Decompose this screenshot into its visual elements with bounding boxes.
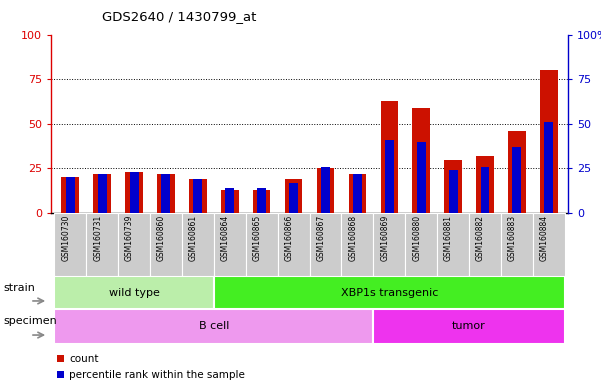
- Bar: [246, 213, 278, 276]
- Text: percentile rank within the sample: percentile rank within the sample: [69, 370, 245, 380]
- Bar: [373, 309, 565, 344]
- Bar: [540, 70, 558, 213]
- Bar: [150, 213, 182, 276]
- Bar: [416, 142, 426, 213]
- Bar: [501, 213, 533, 276]
- Bar: [125, 172, 143, 213]
- Bar: [317, 169, 334, 213]
- Bar: [321, 167, 330, 213]
- Text: GSM160864: GSM160864: [221, 215, 230, 261]
- Bar: [380, 101, 398, 213]
- Bar: [93, 174, 111, 213]
- Text: GDS2640 / 1430799_at: GDS2640 / 1430799_at: [102, 10, 257, 23]
- Text: count: count: [69, 354, 99, 364]
- Text: GSM160884: GSM160884: [540, 215, 549, 261]
- Text: GSM160865: GSM160865: [252, 215, 261, 261]
- Text: GSM160880: GSM160880: [412, 215, 421, 261]
- Bar: [448, 170, 457, 213]
- Text: XBP1s transgenic: XBP1s transgenic: [341, 288, 438, 298]
- Bar: [373, 213, 405, 276]
- Bar: [214, 276, 565, 309]
- Text: GSM160881: GSM160881: [444, 215, 453, 261]
- Bar: [481, 167, 489, 213]
- Text: GSM160869: GSM160869: [380, 215, 389, 261]
- Bar: [253, 190, 270, 213]
- Bar: [189, 179, 207, 213]
- Text: GSM160868: GSM160868: [349, 215, 358, 261]
- Bar: [61, 177, 79, 213]
- Text: GSM160739: GSM160739: [125, 215, 134, 262]
- Text: GSM160731: GSM160731: [93, 215, 102, 261]
- Bar: [257, 188, 266, 213]
- Text: strain: strain: [3, 283, 35, 293]
- Text: GSM160883: GSM160883: [508, 215, 517, 261]
- Bar: [54, 309, 373, 344]
- Bar: [341, 213, 373, 276]
- Bar: [157, 174, 175, 213]
- Bar: [289, 183, 298, 213]
- Bar: [182, 213, 214, 276]
- Bar: [278, 213, 310, 276]
- Text: specimen: specimen: [3, 316, 56, 326]
- Text: wild type: wild type: [109, 288, 159, 298]
- Bar: [285, 179, 302, 213]
- Bar: [98, 174, 106, 213]
- Bar: [54, 213, 86, 276]
- Text: GSM160867: GSM160867: [317, 215, 326, 261]
- Bar: [513, 147, 521, 213]
- Bar: [130, 172, 138, 213]
- Text: GSM160882: GSM160882: [476, 215, 485, 261]
- Bar: [118, 213, 150, 276]
- Bar: [221, 190, 239, 213]
- Bar: [476, 156, 494, 213]
- Bar: [86, 213, 118, 276]
- Text: B cell: B cell: [198, 321, 229, 331]
- Bar: [349, 174, 366, 213]
- Bar: [444, 160, 462, 213]
- Bar: [214, 213, 246, 276]
- Bar: [437, 213, 469, 276]
- Text: GSM160860: GSM160860: [157, 215, 166, 261]
- Bar: [310, 213, 341, 276]
- Bar: [533, 213, 565, 276]
- Bar: [194, 179, 203, 213]
- Bar: [66, 177, 75, 213]
- Bar: [469, 213, 501, 276]
- Text: GSM160866: GSM160866: [284, 215, 293, 261]
- Bar: [412, 108, 430, 213]
- Text: tumor: tumor: [452, 321, 486, 331]
- Bar: [508, 131, 526, 213]
- Bar: [405, 213, 437, 276]
- Bar: [545, 122, 554, 213]
- Bar: [385, 140, 394, 213]
- Bar: [225, 188, 234, 213]
- Bar: [162, 174, 171, 213]
- Bar: [353, 174, 362, 213]
- Text: GSM160730: GSM160730: [61, 215, 70, 262]
- Bar: [54, 276, 214, 309]
- Text: GSM160861: GSM160861: [189, 215, 198, 261]
